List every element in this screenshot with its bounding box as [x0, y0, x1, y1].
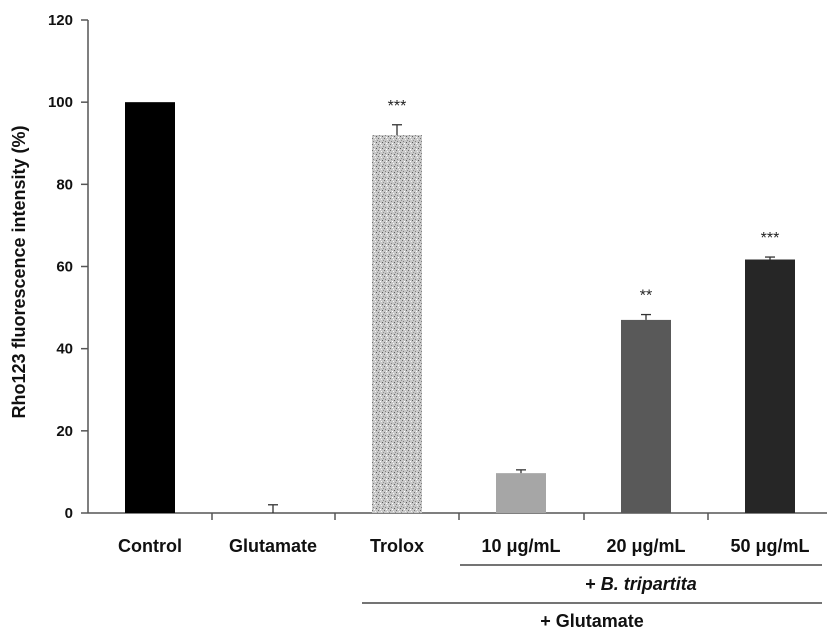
bar-6 [745, 259, 795, 513]
category-label: 20 μg/mL [606, 536, 685, 556]
y-tick-label: 100 [48, 94, 73, 111]
category-labels: Control Glutamate Trolox 10 μg/mL 20 μg/mL 50… [118, 536, 810, 556]
significance-markers: ******** [388, 98, 780, 305]
significance-label: *** [761, 230, 780, 247]
category-label: 50 μg/mL [730, 536, 809, 556]
x-axis [88, 512, 827, 520]
category-label: Control [118, 536, 182, 556]
category-label: Trolox [370, 536, 424, 556]
category-label: 10 μg/mL [481, 536, 560, 556]
bar-4 [496, 473, 546, 513]
y-tick-label: 40 [56, 341, 73, 358]
group-label-b-tripartita: + B. tripartita [585, 574, 697, 594]
y-tick-label: 60 [56, 259, 73, 276]
group-label-species: B. tripartita [601, 574, 697, 594]
group-brackets: + B. tripartita + Glutamate [362, 564, 822, 631]
y-tick-label: 20 [56, 423, 73, 440]
significance-label: ** [640, 288, 652, 305]
significance-label: *** [388, 98, 407, 115]
y-axis: 0 20 40 60 80 100 120 [48, 12, 89, 522]
bar-5 [621, 319, 671, 513]
group-label-glutamate: + Glutamate [540, 611, 644, 631]
bar-3 [372, 135, 422, 514]
bar-1 [125, 102, 175, 514]
error-bars [268, 124, 775, 513]
category-label: Glutamate [229, 536, 317, 556]
bars [125, 102, 795, 514]
group-label-prefix: + [585, 574, 601, 594]
y-tick-label: 80 [56, 176, 73, 193]
y-tick-label: 0 [65, 505, 73, 522]
y-tick-label: 120 [48, 12, 73, 29]
y-axis-title: Rho123 fluorescence intensity (%) [9, 125, 29, 418]
